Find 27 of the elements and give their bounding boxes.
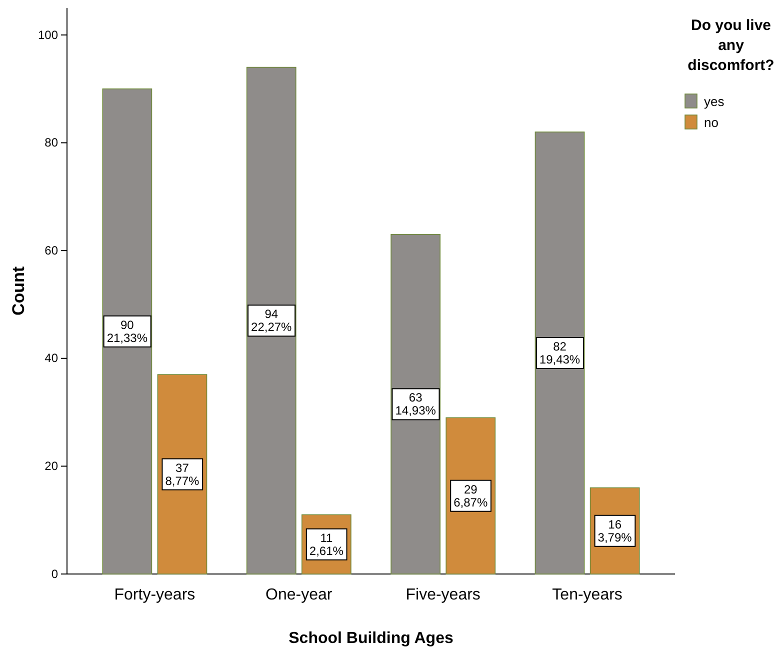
bar <box>390 234 440 574</box>
legend-title: Do you live any discomfort? <box>688 17 774 74</box>
y-tick-label: 100 <box>38 28 58 42</box>
legend-label: no <box>704 115 718 130</box>
x-tick-label: One-year <box>266 586 333 604</box>
data-label: 82 19,43% <box>539 339 580 366</box>
y-tick-label: 0 <box>51 566 58 581</box>
data-label: 11 2,61% <box>309 530 344 558</box>
data-label: 16 3,79% <box>598 517 632 544</box>
bar <box>102 88 152 574</box>
bar <box>246 66 296 574</box>
x-tick-label: Five-years <box>406 586 480 604</box>
y-tick-label: 40 <box>44 351 58 366</box>
bar <box>534 132 585 574</box>
y-tick-label: 80 <box>44 136 58 150</box>
y-axis-title: Count <box>9 266 28 316</box>
y-tick-label: 60 <box>44 243 58 258</box>
legend-label: yes <box>704 94 725 109</box>
data-label: 90 21,33% <box>106 318 148 345</box>
data-label: 94 22,27% <box>251 307 292 334</box>
data-label: 29 6,87% <box>454 482 488 510</box>
x-axis-title: School Building Ages <box>288 630 454 647</box>
x-tick-label: Ten-years <box>552 586 622 604</box>
x-tick-label: Forty-years <box>114 586 196 604</box>
data-label: 37 8,77% <box>165 460 200 488</box>
data-label: 63 14,93% <box>395 390 436 418</box>
y-tick-label: 20 <box>44 459 58 474</box>
